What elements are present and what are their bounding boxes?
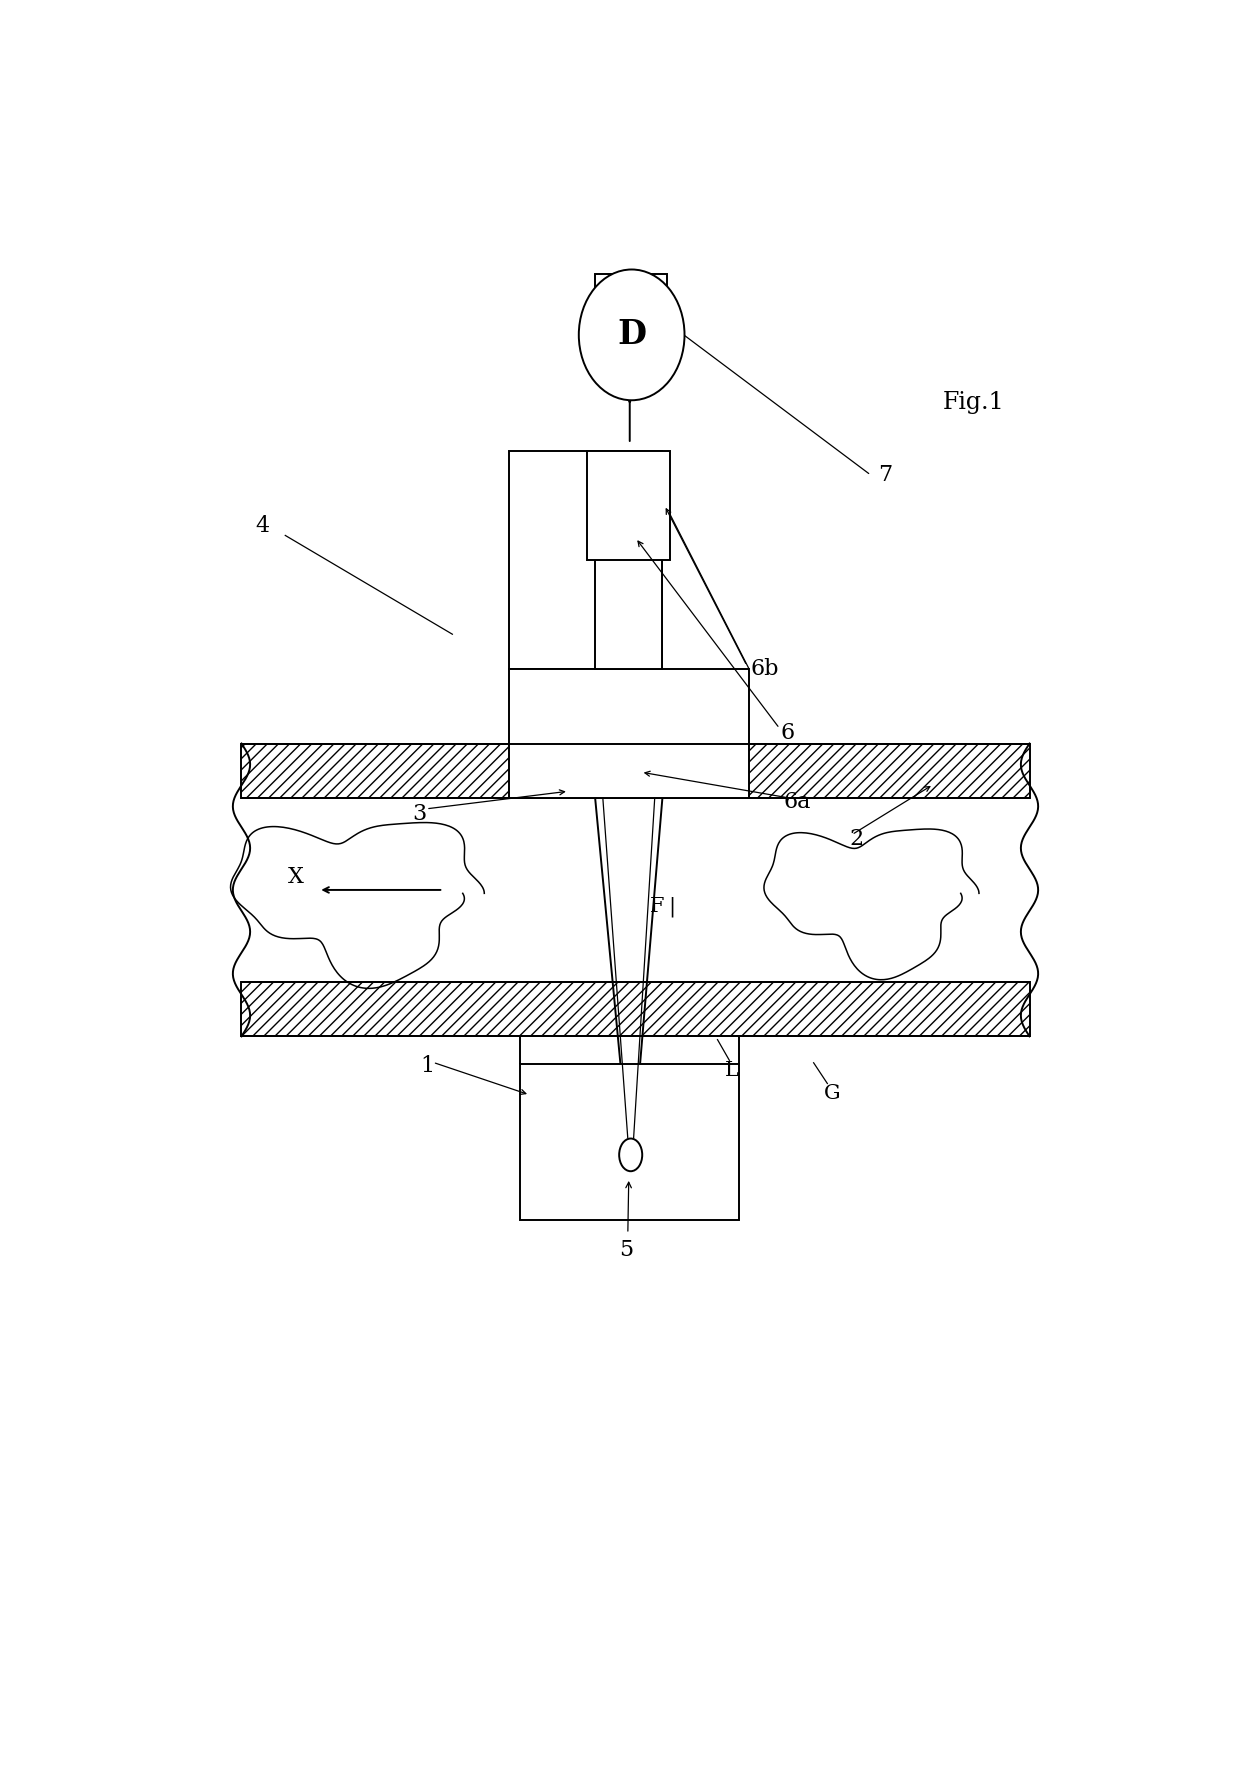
Text: 7: 7 (878, 463, 893, 486)
Bar (242, 743, 1029, 798)
Text: 4: 4 (255, 515, 269, 536)
Circle shape (619, 1139, 642, 1171)
Bar (508, 451, 662, 669)
Text: 3: 3 (412, 803, 427, 826)
Text: L: L (724, 1061, 739, 1079)
Text: 2: 2 (849, 828, 863, 849)
Bar (242, 982, 1029, 1037)
Bar (521, 1063, 739, 1221)
Text: G: G (825, 1084, 841, 1104)
Text: D: D (618, 318, 646, 352)
Text: 5: 5 (619, 1240, 632, 1261)
Bar (508, 669, 749, 798)
Text: X: X (289, 867, 304, 888)
Text: |: | (668, 897, 676, 916)
Text: 6: 6 (780, 722, 795, 743)
Text: 6b: 6b (751, 658, 780, 679)
Text: Fig.1: Fig.1 (942, 391, 1004, 414)
Text: 1: 1 (420, 1056, 434, 1077)
Ellipse shape (579, 269, 684, 400)
Bar (595, 451, 662, 669)
Text: F: F (650, 897, 665, 916)
Bar (595, 274, 667, 375)
Bar (588, 451, 670, 559)
Text: 6a: 6a (784, 791, 811, 814)
